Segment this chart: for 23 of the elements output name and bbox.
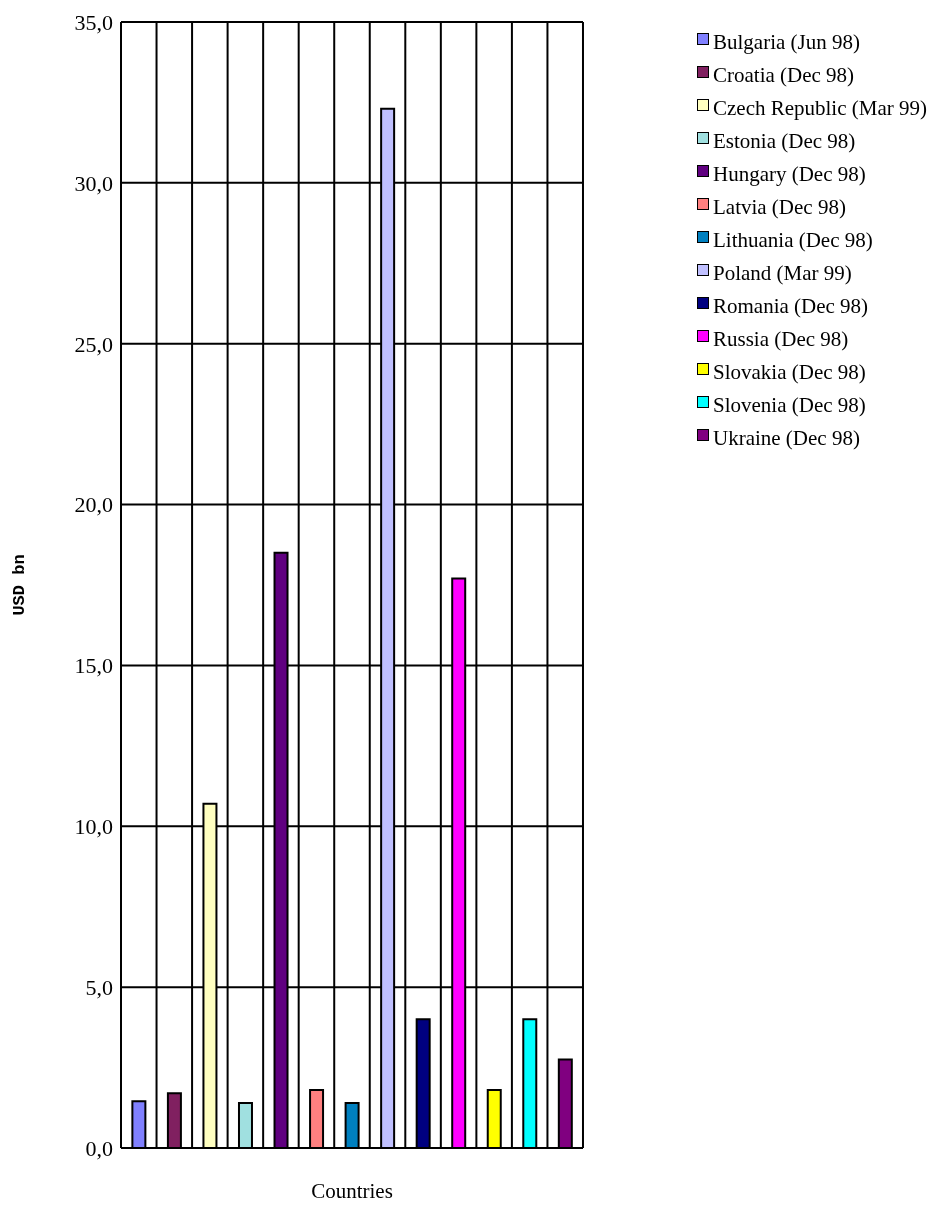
y-tick-label: 20,0 <box>74 492 113 518</box>
y-tick-label: 30,0 <box>74 170 113 196</box>
y-tick-label: 0,0 <box>85 1135 113 1161</box>
y-axis-title: USD bn <box>10 554 30 616</box>
legend-label: Bulgaria (Jun 98) <box>712 30 860 55</box>
legend-label: Lithuania (Dec 98) <box>712 228 873 253</box>
y-tick-label: 5,0 <box>85 974 113 1000</box>
y-tick-label: 35,0 <box>74 9 113 35</box>
legend-label: Hungary (Dec 98) <box>712 162 866 187</box>
legend-label: Estonia (Dec 98) <box>712 129 856 154</box>
x-axis-title: Countries <box>311 1179 393 1203</box>
legend-label: Croatia (Dec 98) <box>712 63 855 88</box>
y-tick-label: 25,0 <box>74 331 113 357</box>
legend-label: Romania (Dec 98) <box>712 294 869 319</box>
legend-label: Slovakia (Dec 98) <box>712 360 866 385</box>
y-tick-label: 10,0 <box>74 814 113 840</box>
legend-label: Russia (Dec 98) <box>712 327 849 352</box>
y-tick-label: 15,0 <box>74 653 113 679</box>
legend-label: Slovenia (Dec 98) <box>712 393 866 418</box>
legend-label: Latvia (Dec 98) <box>712 195 846 220</box>
legend-label: Poland (Mar 99) <box>712 261 852 286</box>
legend-label: Czech Republic (Mar 99) <box>712 96 927 121</box>
legend-label: Ukraine (Dec 98) <box>712 426 860 451</box>
